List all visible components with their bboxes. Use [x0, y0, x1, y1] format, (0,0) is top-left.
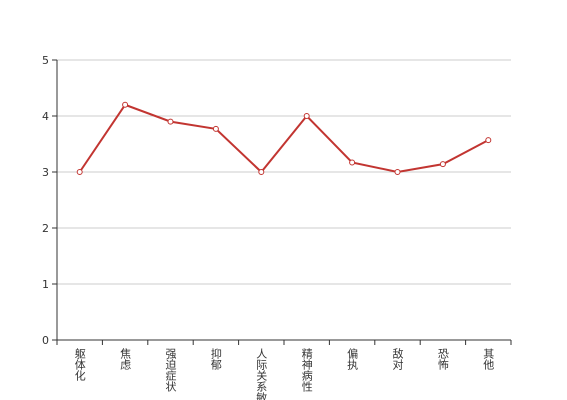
point [303, 113, 310, 119]
x-tick-label: 敌对 [391, 347, 404, 370]
x-tick-label: 焦虑 [119, 348, 132, 370]
point [122, 101, 129, 108]
point [76, 169, 83, 175]
y-tick-label: 1 [42, 278, 49, 291]
x-tick-label: 人际关系敏感 [255, 348, 268, 400]
x-tick-label: 其他 [482, 348, 495, 370]
x-tick-label: 偏执 [346, 347, 359, 371]
point [485, 137, 492, 144]
y-tick-label: 3 [42, 166, 49, 179]
x-tick-label: 抑郁 [209, 347, 222, 370]
point [439, 161, 446, 168]
point [167, 118, 174, 125]
x-tick-label: 恐怖 [436, 348, 449, 370]
point [394, 169, 401, 175]
point [349, 159, 356, 166]
y-tick-label: 5 [42, 54, 49, 67]
point [212, 125, 219, 132]
y-tick-label: 4 [42, 110, 49, 123]
point [258, 169, 265, 175]
y-tick-label: 2 [42, 222, 49, 235]
x-tick-label: 躯体化 [73, 348, 86, 382]
x-tick-label: 强迫症状 [164, 348, 177, 392]
x-tick-label: 精神病性 [300, 348, 313, 393]
y-tick-label: 0 [42, 334, 49, 347]
line [78, 103, 489, 174]
